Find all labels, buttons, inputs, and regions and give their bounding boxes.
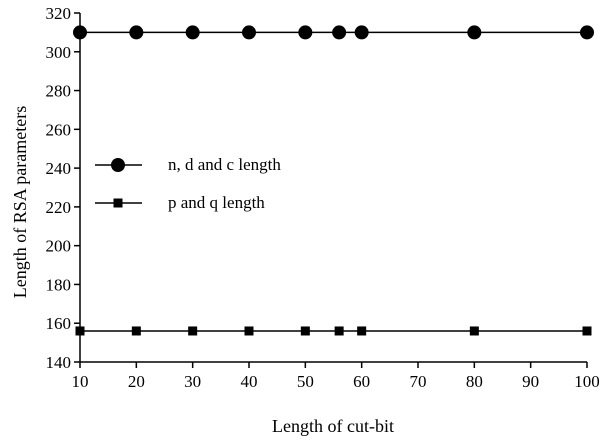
legend-label: p and q length	[168, 193, 265, 212]
data-point-square	[75, 326, 85, 336]
x-axis-label: Length of cut-bit	[272, 416, 394, 436]
data-point-square	[357, 326, 367, 336]
axes: 140 160 180 200 220 240 260 280 300 320 10 20 30 40 50…	[46, 4, 600, 391]
y-tick-label: 300	[46, 43, 72, 62]
x-tick-label: 30	[184, 372, 201, 391]
data-point-circle	[580, 25, 594, 40]
x-tick-label: 10	[72, 372, 89, 391]
y-tick-label: 140	[46, 353, 72, 372]
legend-label: n, d and c length	[168, 155, 281, 174]
data-point-circle	[354, 25, 369, 40]
y-tick-label: 320	[46, 4, 72, 23]
legend-marker-square	[113, 198, 123, 208]
y-axis-label: Length of RSA parameters	[10, 106, 30, 298]
x-tick-label: 70	[410, 372, 427, 391]
data-point-circle	[467, 25, 482, 40]
x-tick-label: 90	[522, 372, 539, 391]
data-point-circle	[185, 25, 200, 40]
x-tick-label: 100	[574, 372, 600, 391]
y-tick-label: 180	[46, 275, 72, 294]
data-point-square	[582, 326, 592, 336]
y-tick-label: 220	[46, 198, 72, 217]
data-point-square	[334, 326, 344, 336]
series-2	[75, 326, 592, 336]
data-point-square	[300, 326, 310, 336]
y-tick-label: 240	[46, 159, 72, 178]
data-point-square	[188, 326, 198, 336]
y-tick-label: 260	[46, 120, 72, 139]
series-layer	[73, 25, 594, 336]
x-tick-label: 50	[297, 372, 314, 391]
data-point-circle	[73, 25, 87, 40]
series-1	[73, 25, 594, 40]
x-tick-label: 60	[353, 372, 370, 391]
data-point-square	[244, 326, 254, 336]
y-tick-label: 200	[46, 237, 72, 256]
legend: n, d and c length p and q length	[95, 155, 281, 212]
data-point-square	[131, 326, 141, 336]
x-tick-label: 40	[241, 372, 258, 391]
y-tick-label: 160	[46, 314, 72, 333]
data-point-circle	[129, 25, 144, 40]
data-point-circle	[332, 25, 347, 40]
data-point-circle	[242, 25, 256, 40]
x-tick-label: 20	[128, 372, 145, 391]
legend-marker-circle	[111, 158, 125, 172]
x-tick-label: 80	[466, 372, 483, 391]
y-tick-label: 280	[46, 82, 72, 101]
data-point-circle	[298, 25, 313, 40]
data-point-square	[469, 326, 479, 336]
